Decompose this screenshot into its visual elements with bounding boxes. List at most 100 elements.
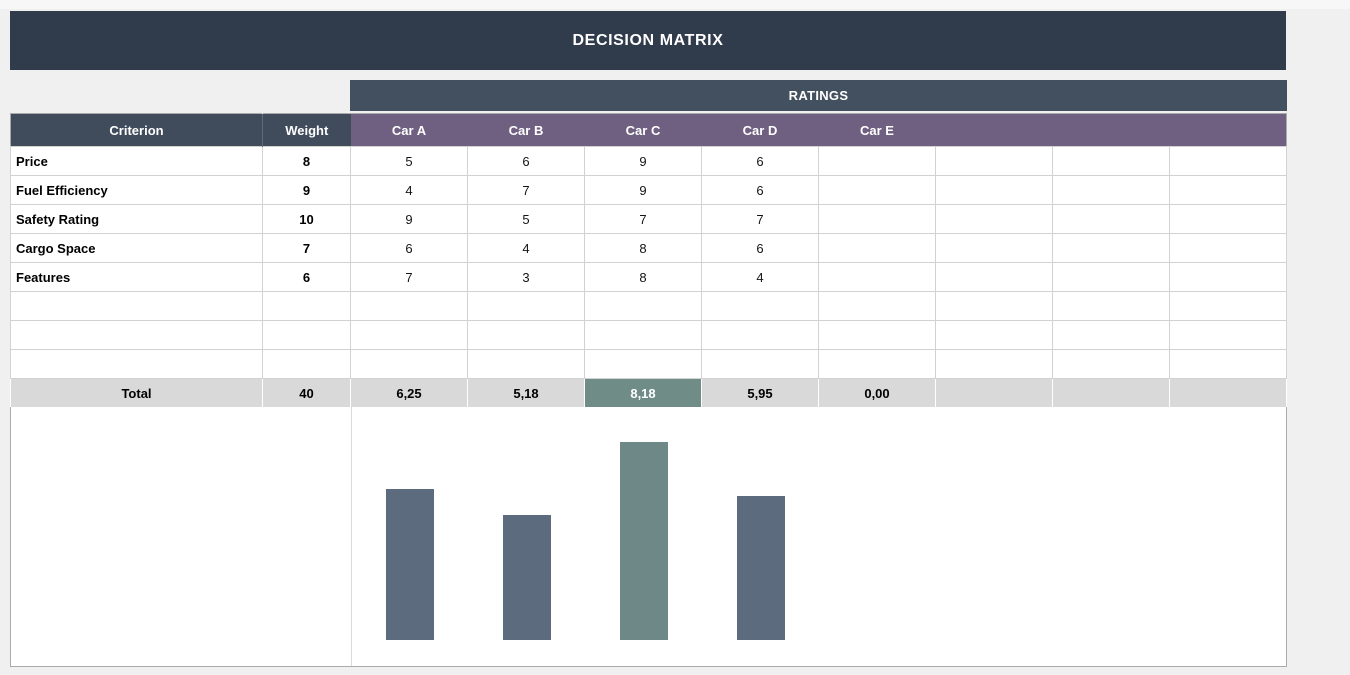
rating-cell[interactable]: 9 [350, 204, 468, 234]
total-value-cell[interactable]: 5,95 [701, 378, 819, 408]
empty-cell[interactable] [818, 291, 936, 321]
empty-cell[interactable] [262, 349, 351, 379]
chart-bar[interactable] [503, 515, 551, 640]
empty-cell[interactable] [262, 291, 351, 321]
empty-cell[interactable] [1169, 204, 1287, 234]
rating-cell[interactable] [818, 146, 936, 176]
header-car-c[interactable]: Car C [584, 113, 702, 147]
criterion-cell[interactable]: Cargo Space [10, 233, 263, 263]
empty-cell[interactable] [584, 291, 702, 321]
empty-cell[interactable] [935, 175, 1053, 205]
empty-cell[interactable] [1169, 233, 1287, 263]
rating-cell[interactable] [818, 204, 936, 234]
empty-cell[interactable] [935, 262, 1053, 292]
empty-cell[interactable] [467, 320, 585, 350]
header-blank-1[interactable] [935, 113, 1053, 147]
weight-cell[interactable]: 6 [262, 262, 351, 292]
rating-cell[interactable]: 8 [584, 233, 702, 263]
rating-cell[interactable]: 9 [584, 146, 702, 176]
empty-cell[interactable] [10, 349, 263, 379]
empty-cell[interactable] [1169, 291, 1287, 321]
empty-cell[interactable] [818, 349, 936, 379]
empty-cell[interactable] [1169, 349, 1287, 379]
empty-cell[interactable] [350, 291, 468, 321]
ratings-band[interactable]: RATINGS [350, 80, 1287, 111]
chart-bar[interactable] [620, 442, 668, 640]
empty-cell[interactable] [935, 320, 1053, 350]
rating-cell[interactable]: 6 [701, 175, 819, 205]
empty-cell[interactable] [1052, 175, 1170, 205]
empty-cell[interactable] [935, 349, 1053, 379]
header-weight[interactable]: Weight [262, 113, 351, 147]
criterion-cell[interactable]: Price [10, 146, 263, 176]
empty-cell[interactable] [1169, 320, 1287, 350]
title-bar[interactable]: DECISION MATRIX [10, 11, 1286, 70]
header-car-e[interactable]: Car E [818, 113, 936, 147]
rating-cell[interactable]: 9 [584, 175, 702, 205]
total-label-cell[interactable]: Total [10, 378, 263, 408]
empty-cell[interactable] [935, 291, 1053, 321]
empty-cell[interactable] [701, 320, 819, 350]
total-weight-cell[interactable]: 40 [262, 378, 351, 408]
empty-cell[interactable] [935, 378, 1053, 408]
header-car-b[interactable]: Car B [467, 113, 585, 147]
criterion-cell[interactable]: Features [10, 262, 263, 292]
rating-cell[interactable]: 4 [350, 175, 468, 205]
empty-cell[interactable] [1169, 146, 1287, 176]
empty-cell[interactable] [350, 320, 468, 350]
empty-cell[interactable] [935, 204, 1053, 234]
header-criterion[interactable]: Criterion [10, 113, 263, 147]
empty-cell[interactable] [262, 320, 351, 350]
empty-cell[interactable] [935, 233, 1053, 263]
header-blank-3[interactable] [1169, 113, 1287, 147]
empty-cell[interactable] [1052, 233, 1170, 263]
empty-cell[interactable] [10, 320, 263, 350]
rating-cell[interactable]: 7 [467, 175, 585, 205]
rating-cell[interactable]: 7 [701, 204, 819, 234]
empty-cell[interactable] [1052, 378, 1170, 408]
criterion-cell[interactable]: Safety Rating [10, 204, 263, 234]
rating-cell[interactable]: 6 [467, 146, 585, 176]
empty-cell[interactable] [467, 291, 585, 321]
rating-cell[interactable] [818, 233, 936, 263]
empty-cell[interactable] [467, 349, 585, 379]
empty-cell[interactable] [1052, 320, 1170, 350]
rating-cell[interactable]: 8 [584, 262, 702, 292]
rating-cell[interactable]: 6 [701, 233, 819, 263]
weight-cell[interactable]: 9 [262, 175, 351, 205]
total-value-cell[interactable]: 5,18 [467, 378, 585, 408]
empty-cell[interactable] [701, 291, 819, 321]
rating-cell[interactable] [818, 175, 936, 205]
header-blank-2[interactable] [1052, 113, 1170, 147]
header-car-d[interactable]: Car D [701, 113, 819, 147]
weight-cell[interactable]: 10 [262, 204, 351, 234]
rating-cell[interactable]: 7 [584, 204, 702, 234]
empty-cell[interactable] [1052, 291, 1170, 321]
total-highlight-cell[interactable]: 8,18 [584, 378, 702, 408]
empty-cell[interactable] [818, 320, 936, 350]
empty-cell[interactable] [1052, 204, 1170, 234]
chart-bar[interactable] [386, 489, 434, 640]
rating-cell[interactable]: 3 [467, 262, 585, 292]
weight-cell[interactable]: 7 [262, 233, 351, 263]
rating-cell[interactable]: 5 [350, 146, 468, 176]
empty-cell[interactable] [1052, 349, 1170, 379]
empty-cell[interactable] [350, 349, 468, 379]
rating-cell[interactable]: 6 [701, 146, 819, 176]
total-value-cell[interactable]: 6,25 [350, 378, 468, 408]
empty-cell[interactable] [1169, 262, 1287, 292]
criterion-cell[interactable]: Fuel Efficiency [10, 175, 263, 205]
empty-cell[interactable] [10, 291, 263, 321]
rating-cell[interactable]: 7 [350, 262, 468, 292]
chart-bar[interactable] [737, 496, 785, 640]
empty-cell[interactable] [1052, 146, 1170, 176]
rating-cell[interactable] [818, 262, 936, 292]
empty-cell[interactable] [584, 320, 702, 350]
total-value-cell[interactable]: 0,00 [818, 378, 936, 408]
empty-cell[interactable] [1052, 262, 1170, 292]
rating-cell[interactable]: 4 [467, 233, 585, 263]
empty-cell[interactable] [1169, 378, 1287, 408]
empty-cell[interactable] [584, 349, 702, 379]
rating-cell[interactable]: 5 [467, 204, 585, 234]
empty-cell[interactable] [1169, 175, 1287, 205]
